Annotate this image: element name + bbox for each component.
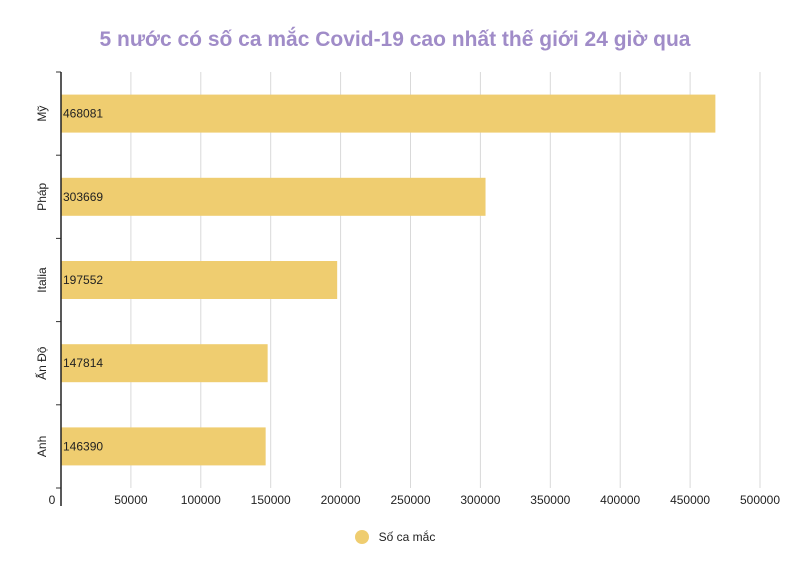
category-label: Mỹ: [35, 106, 49, 122]
legend-label: Số ca mắc: [378, 530, 436, 544]
x-tick-label: 500000: [740, 493, 780, 507]
bar-value-label: 147814: [63, 356, 103, 370]
bar[interactable]: [61, 344, 268, 383]
x-tick-label: 200000: [321, 493, 361, 507]
x-tick-label: 50000: [114, 493, 148, 507]
x-tick-label: 450000: [670, 493, 710, 507]
chart-title: 5 nước có số ca mắc Covid-19 cao nhất th…: [99, 28, 691, 51]
bar-value-label: 303669: [63, 190, 103, 204]
bar[interactable]: [61, 177, 486, 216]
bar[interactable]: [61, 94, 716, 133]
bar[interactable]: [61, 427, 266, 466]
category-label: Ấn Độ: [34, 346, 49, 380]
category-label: Anh: [35, 436, 49, 457]
x-tick-label: 250000: [390, 493, 430, 507]
legend-swatch: [354, 530, 369, 544]
bar-value-label: 197552: [63, 273, 103, 287]
x-tick-label: 0: [49, 493, 56, 507]
x-tick-label: 400000: [600, 493, 640, 507]
legend[interactable]: Số ca mắc: [0, 530, 790, 544]
x-tick-label: 100000: [181, 493, 221, 507]
x-tick-label: 350000: [530, 493, 570, 507]
x-tick-label: 300000: [460, 493, 500, 507]
category-label: Italia: [35, 267, 49, 293]
category-label: Pháp: [35, 182, 49, 210]
bar-value-label: 468081: [63, 107, 103, 121]
bar-value-label: 146390: [63, 439, 103, 453]
x-tick-label: 150000: [251, 493, 291, 507]
bar[interactable]: [61, 261, 338, 299]
